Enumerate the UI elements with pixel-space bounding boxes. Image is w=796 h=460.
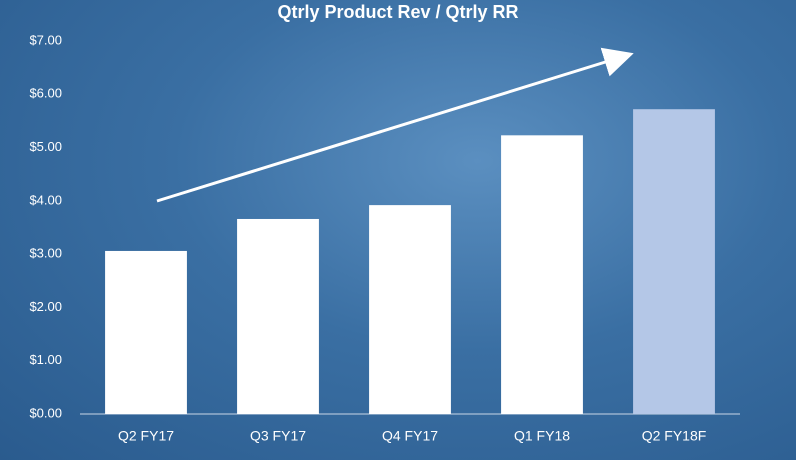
bar [237,218,319,414]
bar [369,205,451,414]
y-tick-label: $5.00 [29,139,62,154]
x-tick-label: Q1 FY18 [514,428,570,444]
chart-title: Qtrly Product Rev / Qtrly RR [277,2,518,22]
trend-arrow [156,47,634,203]
y-tick-label: $0.00 [29,405,62,420]
y-tick-label: $4.00 [29,192,62,207]
y-tick-label: $7.00 [29,32,62,47]
bar [105,250,187,414]
x-tick-label: Q3 FY17 [250,428,306,444]
x-tick-label: Q4 FY17 [382,428,438,444]
y-tick-label: $3.00 [29,246,62,261]
x-tick-label: Q2 FY18F [642,428,707,444]
x-tick-label: Q2 FY17 [118,428,174,444]
bar [501,135,583,414]
bar [633,109,715,414]
y-tick-label: $2.00 [29,299,62,314]
y-tick-label: $1.00 [29,352,62,367]
y-tick-label: $6.00 [29,86,62,101]
